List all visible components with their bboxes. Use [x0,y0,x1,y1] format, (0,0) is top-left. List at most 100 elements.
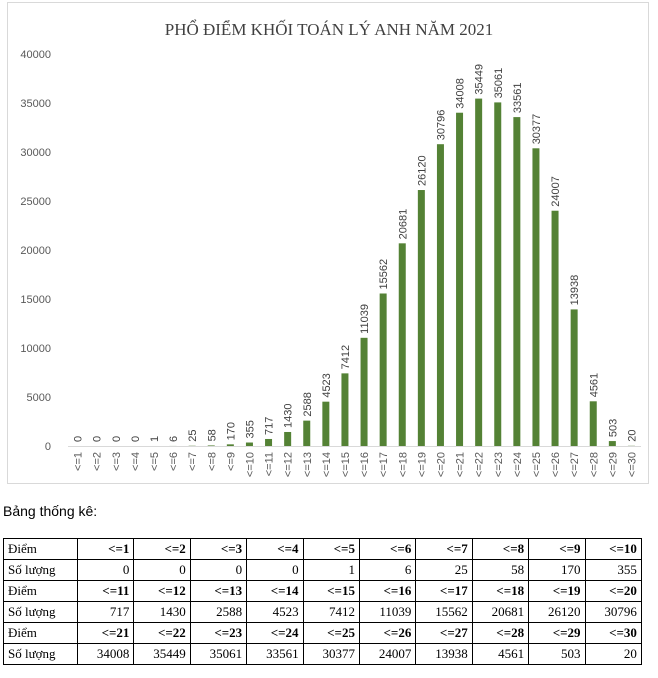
x-tick-label: <=9 [225,452,237,471]
count-cell: 0 [133,559,191,581]
count-cell: 25 [415,559,473,581]
data-label: 6 [168,436,180,442]
data-label: 15562 [378,259,390,290]
count-cell: 0 [189,559,248,581]
stats-table: Điểm <=1 <=2 <=3 <=4 <=5 <=6 <=7 <=8 <=9 <=10 Số lư… [3,538,642,665]
x-tick-label: <=8 [206,452,218,471]
x-tick-label: <=3 [111,452,123,471]
x-tick-label: <=21 [455,452,467,477]
count-cell: 0 [246,559,304,581]
data-label: 11039 [359,304,371,334]
x-tick-label: <=18 [397,452,409,477]
table-row-count: Số lượng 0 0 0 0 1 6 25 58 170 355 [3,559,642,581]
bar [456,112,464,446]
x-tick-label: <=26 [550,452,562,477]
score-cell: <=14 [246,580,304,602]
y-tick-label: 10000 [20,343,51,355]
x-tick-label: <=27 [569,452,581,477]
x-tick-label: <=6 [168,452,180,471]
y-tick-label: 0 [45,441,51,453]
x-tick-label: <=4 [130,452,142,471]
score-cell: <=16 [358,580,417,602]
count-cell: 13938 [415,643,473,665]
x-tick-label: <=12 [283,452,295,477]
y-tick-label: 20000 [20,245,51,257]
count-cell: 30377 [302,643,360,665]
x-axis: <=1 <=2 <=3 <=4 <=5 <=6 <=7 <=8 <=9 <=10 <=11 <=12 <… [68,446,641,477]
score-cell: <=9 [528,538,586,560]
bar [417,190,425,446]
chart-title: PHỔ ĐIỂM KHỐI TOÁN LÝ ANH NĂM 2021 [165,19,494,39]
count-cell: 26120 [528,601,586,623]
x-tick-label: <=30 [626,452,638,477]
score-cell: <=11 [76,580,135,602]
count-cell: 33561 [246,643,304,665]
data-label: 24007 [550,176,562,207]
score-cell: <=27 [415,622,473,644]
data-label: 2588 [302,392,314,416]
data-label: 34008 [455,78,467,109]
score-cell: <=12 [133,580,191,602]
count-cell: 4561 [471,643,530,665]
bar [265,438,273,446]
score-distribution-chart: PHỔ ĐIỂM KHỐI TOÁN LÝ ANH NĂM 2021 0 5000… [20,19,641,477]
count-cell: 35449 [133,643,191,665]
count-cell: 355 [584,559,642,581]
data-label: 20 [626,430,638,442]
count-cell: 1430 [133,601,191,623]
bar [475,98,483,447]
score-cell: <=30 [584,622,642,644]
table-row-count: Số lượng 34008 35449 35061 33561 30377 24007 13… [3,643,642,665]
table-row-score: Điểm <=21 <=22 <=23 <=24 <=25 <=26 <=27 <=28 <=29… [3,622,642,644]
bar [570,309,578,446]
score-cell: <=17 [415,580,473,602]
score-cell: <=13 [189,580,248,602]
count-cell: 1 [302,559,360,581]
score-cell: <=15 [302,580,360,602]
row-label-score: Điểm [3,538,78,560]
row-label-score: Điểm [3,580,78,602]
bar [360,337,368,446]
x-tick-label: <=20 [435,452,447,477]
count-cell: 24007 [358,643,417,665]
count-cell: 170 [528,559,586,581]
x-tick-label: <=28 [588,452,600,477]
score-cell: <=4 [246,538,304,560]
data-label: 0 [111,436,123,442]
count-cell: 34008 [76,643,135,665]
score-cell: <=7 [415,538,473,560]
count-cell: 20 [584,643,642,665]
bar [207,445,215,446]
count-cell: 6 [358,559,417,581]
x-tick-label: <=19 [416,452,428,477]
bar [551,210,559,446]
data-label: 30796 [435,110,447,141]
y-tick-label: 25000 [20,196,51,208]
data-label: 503 [607,419,619,437]
bar [589,401,597,446]
count-cell: 2588 [189,601,248,623]
data-label: 0 [73,436,85,442]
x-tick-label: <=15 [340,452,352,477]
score-cell: <=26 [358,622,417,644]
count-cell: 30796 [584,601,642,623]
x-tick-label: <=11 [264,452,276,476]
count-cell: 15562 [415,601,473,623]
table-row-score: Điểm <=1 <=2 <=3 <=4 <=5 <=6 <=7 <=8 <=9 <=10 [3,538,642,560]
x-tick-label: <=24 [512,452,524,477]
score-cell: <=24 [246,622,304,644]
data-label: 30377 [531,114,543,145]
count-cell: 58 [471,559,530,581]
row-label-score: Điểm [3,622,78,644]
x-tick-label: <=5 [149,452,161,471]
score-cell: <=19 [528,580,586,602]
count-cell: 503 [528,643,586,665]
row-label-count: Số lượng [3,559,78,581]
count-cell: 20681 [471,601,530,623]
data-label: 35449 [474,64,486,95]
x-tick-label: <=13 [302,452,314,477]
score-cell: <=10 [584,538,642,560]
bars: 0 0 0 0 1 6 25 58 170 355 717 1430 2588 4523 7412 11039… [73,64,638,447]
count-cell: 11039 [358,601,417,623]
score-cell: <=25 [302,622,360,644]
